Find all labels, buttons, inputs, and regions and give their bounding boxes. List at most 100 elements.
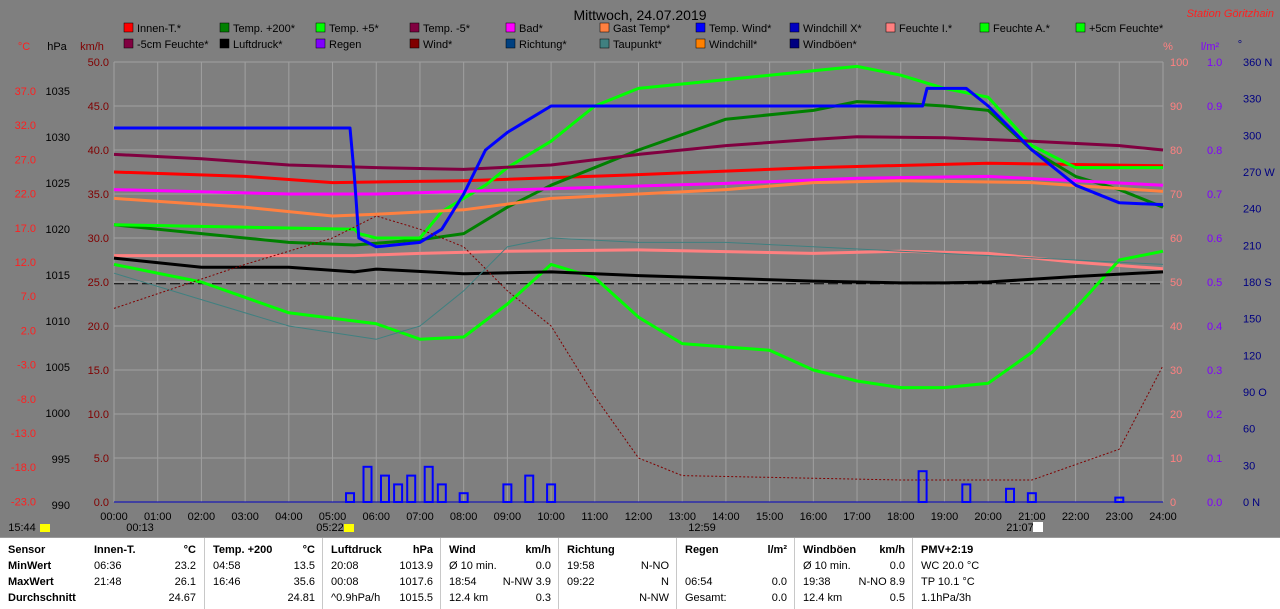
- x-tick-label: 22:00: [1062, 511, 1090, 523]
- stats-col-labels: Sensor MinWert MaxWert Durchschnitt: [0, 538, 86, 609]
- wind-bar: [1114, 496, 1125, 504]
- legend-label: Bad*: [519, 23, 544, 35]
- stats-col-name: Windböen: [803, 544, 857, 556]
- stats-col-unit: km/h: [879, 544, 905, 556]
- hpa-tick-label: 1035: [46, 86, 70, 98]
- dir-tick-label: 150: [1243, 314, 1261, 326]
- wind-bar: [524, 474, 535, 504]
- marker-sunset: 21:07: [1006, 522, 1034, 534]
- legend-swatch: [505, 38, 516, 49]
- stat-time: 19:38: [803, 576, 831, 588]
- x-tick-label: 20:00: [974, 511, 1002, 523]
- lm2-tick-label: 0.1: [1207, 453, 1222, 465]
- stat-header: Sensor: [8, 544, 46, 556]
- hpa-tick-label: 1000: [46, 408, 70, 420]
- temp-tick-label: -13.0: [11, 428, 36, 440]
- stat-value: 24.67: [168, 592, 196, 604]
- stat-time: 19:58: [567, 560, 595, 572]
- legend-label: Richtung*: [519, 39, 567, 51]
- pct-tick-label: 90: [1170, 101, 1182, 113]
- temp-tick-label: 12.0: [15, 257, 36, 269]
- stat-time: 20:08: [331, 560, 359, 572]
- x-tick-label: 03:00: [231, 511, 259, 523]
- left-temp-unit: °C: [18, 41, 30, 53]
- right-dir-unit: °: [1238, 39, 1242, 51]
- kmh-tick-label: 50.0: [88, 57, 109, 69]
- legend-label: Temp. +200*: [233, 23, 296, 35]
- stat-time: TP 10.1 °C: [921, 576, 975, 588]
- stat-time: 06:54: [685, 576, 713, 588]
- kmh-tick-label: 5.0: [94, 453, 109, 465]
- hpa-tick-label: 1010: [46, 316, 70, 328]
- stats-col-luftdruck: Luftdruck hPa 20:08 1013.9 00:08 1017.6 ^0.9hP…: [322, 538, 441, 609]
- dir-tick-label: 90 O: [1243, 387, 1267, 399]
- x-tick-label: 09:00: [494, 511, 522, 523]
- hpa-tick-label: 995: [52, 454, 70, 466]
- wind-bar: [917, 470, 928, 504]
- x-tick-label: 01:00: [144, 511, 172, 523]
- legend-swatch: [219, 38, 230, 49]
- wind-bar: [546, 483, 557, 503]
- stat-time: 1.1hPa/3h: [921, 592, 972, 604]
- wind-bar: [393, 483, 404, 503]
- stat-time: 12.4 km: [449, 592, 489, 604]
- legend-swatch: [315, 22, 326, 33]
- wind-bar: [961, 483, 972, 503]
- wind-bar: [502, 483, 513, 503]
- stats-col-unit: °C: [302, 544, 315, 556]
- dir-tick-label: 180 S: [1243, 277, 1272, 289]
- x-tick-label: 16:00: [800, 511, 828, 523]
- dir-tick-label: 360 N: [1243, 57, 1272, 69]
- x-tick-label: 17:00: [843, 511, 871, 523]
- x-tick-label: 24:00: [1149, 511, 1177, 523]
- x-tick-label: 23:00: [1106, 511, 1134, 523]
- stat-value: 0.0: [535, 560, 551, 572]
- x-tick-label: 14:00: [712, 511, 740, 523]
- temp-tick-label: -18.0: [11, 462, 36, 474]
- marker-daylight: 05:22: [316, 522, 344, 534]
- temp-tick-label: 7.0: [21, 291, 36, 303]
- legend-swatch: [599, 38, 610, 49]
- temp-tick-label: -8.0: [17, 394, 36, 406]
- wind-bar: [379, 474, 390, 504]
- series: [113, 64, 1164, 504]
- temp-tick-label: 2.0: [21, 325, 36, 337]
- dir-tick-label: 330: [1243, 94, 1261, 106]
- legend-label: Windchill*: [709, 39, 758, 51]
- legend-label: Regen: [329, 39, 361, 51]
- wind-bar: [406, 474, 417, 504]
- series-line: [114, 86, 1164, 249]
- series-line: [113, 174, 1164, 196]
- stat-row-label: Durchschnitt: [8, 592, 76, 604]
- temp-tick-label: -3.0: [17, 360, 36, 372]
- stat-value: 24.81: [287, 592, 315, 604]
- legend-swatch: [599, 22, 610, 33]
- x-tick-label: 04:00: [275, 511, 303, 523]
- stats-col-unit: l/m²: [767, 544, 787, 556]
- legend-swatch: [219, 22, 230, 33]
- dir-tick-label: 30: [1243, 460, 1255, 472]
- legend-swatch: [123, 38, 134, 49]
- series-line: [113, 215, 1164, 481]
- stats-col-name: Richtung: [567, 544, 615, 556]
- marker-sunrise: 00:13: [126, 522, 154, 534]
- lm2-tick-label: 0.4: [1207, 321, 1222, 333]
- stat-value: 26.1: [174, 576, 196, 588]
- pct-tick-label: 70: [1170, 189, 1182, 201]
- stat-value: 0.0: [771, 592, 787, 604]
- dir-tick-label: 210: [1243, 240, 1261, 252]
- stat-value: 1015.5: [399, 592, 433, 604]
- legend-label: Luftdruck*: [233, 39, 283, 51]
- legend-label: Taupunkt*: [613, 39, 663, 51]
- lm2-tick-label: 0.5: [1207, 277, 1222, 289]
- x-tick-label: 11:00: [581, 511, 608, 523]
- pct-tick-label: 40: [1170, 321, 1182, 333]
- x-tick-label: 02:00: [188, 511, 216, 523]
- x-tick-label: 13:00: [668, 511, 696, 523]
- stat-value: 13.5: [293, 560, 315, 572]
- stats-panel: Sensor MinWert MaxWert Durchschnitt Inne…: [0, 537, 1280, 609]
- wind-bar: [1005, 487, 1016, 503]
- kmh-tick-label: 20.0: [88, 321, 109, 333]
- x-tick-label: 15:00: [756, 511, 784, 523]
- stat-value: 1013.9: [399, 560, 433, 572]
